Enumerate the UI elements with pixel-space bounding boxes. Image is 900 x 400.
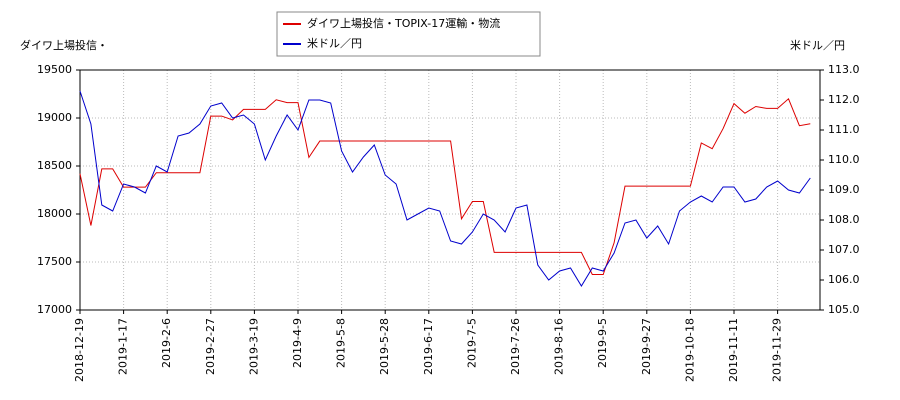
x-tick-label: 2019-5-8 bbox=[335, 318, 348, 368]
y2-tick-label: 107.0 bbox=[828, 243, 860, 256]
x-tick-label: 2019-2-27 bbox=[204, 318, 217, 375]
y2-axis-title: 米ドル／円 bbox=[790, 39, 845, 52]
x-tick-label: 2019-10-18 bbox=[683, 318, 696, 382]
x-tick-label: 2019-4-9 bbox=[291, 318, 304, 368]
y2-tick-label: 113.0 bbox=[828, 63, 860, 76]
legend-label: ダイワ上場投信・TOPIX-17運輸・物流 bbox=[307, 16, 500, 30]
x-tick-label: 2019-11-11 bbox=[727, 318, 740, 382]
y2-tick-label: 109.0 bbox=[828, 183, 860, 196]
x-tick-label: 2019-11-29 bbox=[771, 318, 784, 382]
x-tick-label: 2019-2-6 bbox=[160, 318, 173, 368]
x-tick-label: 2019-9-27 bbox=[640, 318, 653, 375]
x-tick-label: 2019-1-17 bbox=[117, 318, 130, 375]
x-tick-label: 2019-6-17 bbox=[422, 318, 435, 375]
y-tick-label: 18500 bbox=[37, 159, 72, 172]
x-tick-label: 2019-7-26 bbox=[509, 318, 522, 375]
y-tick-label: 17000 bbox=[37, 303, 72, 316]
series-line bbox=[79, 90, 811, 287]
y2-tick-label: 112.0 bbox=[828, 93, 860, 106]
x-tick-label: 2019-9-5 bbox=[596, 318, 609, 368]
y-axis-title: ダイワ上場投信・ bbox=[20, 38, 108, 52]
y2-tick-label: 111.0 bbox=[828, 123, 860, 136]
plot-frame bbox=[79, 69, 821, 311]
y2-tick-label: 106.0 bbox=[828, 273, 860, 286]
y2-tick-label: 105.0 bbox=[828, 303, 860, 316]
y-tick-label: 19500 bbox=[37, 63, 72, 76]
series-line bbox=[79, 97, 811, 275]
legend-box bbox=[276, 11, 541, 57]
x-tick-label: 2019-7-5 bbox=[465, 318, 478, 368]
y2-tick-label: 108.0 bbox=[828, 213, 860, 226]
legend-label: 米ドル／円 bbox=[307, 37, 362, 50]
y2-tick-label: 110.0 bbox=[828, 153, 860, 166]
y-tick-label: 18000 bbox=[37, 207, 72, 220]
x-tick-label: 2018-12-19 bbox=[73, 318, 86, 382]
x-tick-label: 2019-8-16 bbox=[553, 318, 566, 375]
x-tick-label: 2019-5-28 bbox=[378, 318, 391, 375]
y-tick-label: 17500 bbox=[37, 255, 72, 268]
y-tick-label: 19000 bbox=[37, 111, 72, 124]
x-tick-label: 2019-3-19 bbox=[247, 318, 260, 375]
